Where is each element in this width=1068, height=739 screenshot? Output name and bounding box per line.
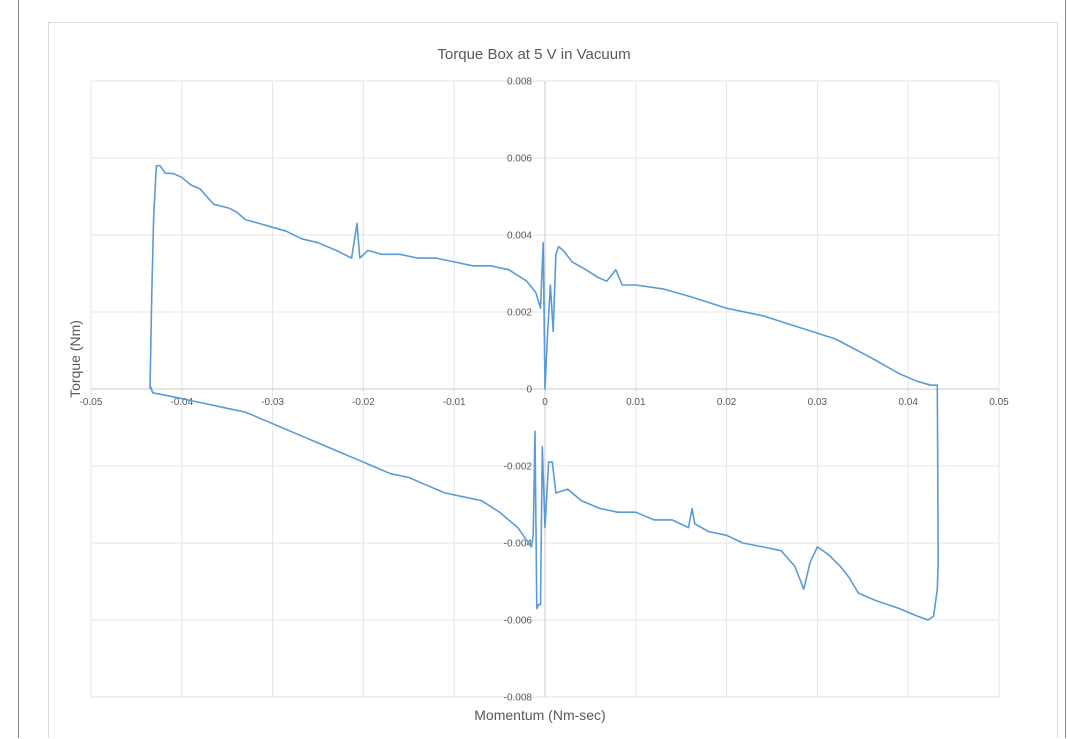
series-line xyxy=(149,164,940,621)
y-tick-label: 0.008 xyxy=(507,77,532,88)
page-frame xyxy=(18,0,1066,738)
x-tick-label: 0.01 xyxy=(626,397,646,408)
y-tick-label: 0.004 xyxy=(507,231,532,242)
x-tick-label: -0.03 xyxy=(261,397,284,408)
plot-series xyxy=(149,164,940,621)
x-tick-label: 0.02 xyxy=(717,397,737,408)
x-tick-label: -0.04 xyxy=(170,397,193,408)
y-tick-label: 0 xyxy=(526,385,532,396)
x-tick-label: 0.05 xyxy=(989,397,1009,408)
x-axis-title: Momentum (Nm-sec) xyxy=(474,707,605,723)
x-tick-label: -0.02 xyxy=(352,397,375,408)
y-tick-label: -0.002 xyxy=(504,462,533,473)
x-tick-label: 0.03 xyxy=(808,397,828,408)
y-tick-label: -0.004 xyxy=(504,539,533,550)
x-tick-label: 0 xyxy=(542,397,548,408)
x-tick-label: -0.01 xyxy=(443,397,466,408)
y-tick-label: -0.008 xyxy=(504,693,533,704)
x-tick-label: 0.04 xyxy=(898,397,918,408)
x-tick-label: -0.05 xyxy=(80,397,103,408)
y-axis-title: Torque (Nm) xyxy=(67,320,83,398)
y-tick-label: -0.006 xyxy=(504,616,533,627)
chart-area: -0.05 -0.04 -0.03 -0.02 -0.01 0 0.01 0.02 0.03 0.… xyxy=(48,22,1058,738)
x-tick-labels: -0.05 -0.04 -0.03 -0.02 -0.01 0 0.01 0.02 0.03 0.… xyxy=(80,397,1010,408)
y-tick-label: 0.002 xyxy=(507,308,532,319)
scatter-chart: -0.05 -0.04 -0.03 -0.02 -0.01 0 0.01 0.02 0.03 0.… xyxy=(67,46,1010,723)
chart-title: Torque Box at 5 V in Vacuum xyxy=(437,46,630,63)
y-tick-label: 0.006 xyxy=(507,154,532,165)
y-tick-labels: -0.008 -0.006 -0.004 -0.002 0 0.002 0.004 0.006… xyxy=(504,77,533,704)
